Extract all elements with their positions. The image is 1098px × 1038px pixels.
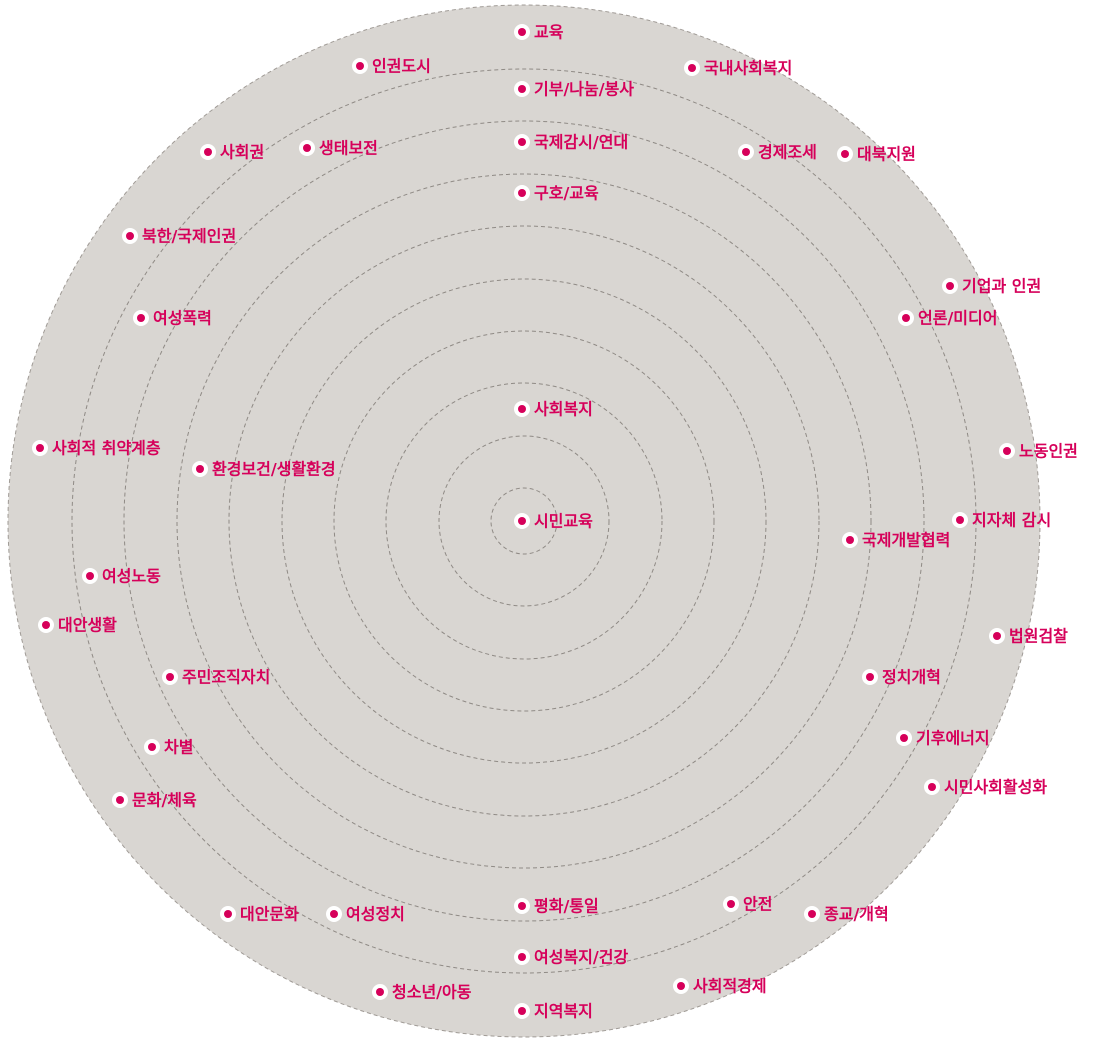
node-dot bbox=[376, 988, 384, 996]
node-label: 경제조세 bbox=[758, 143, 817, 162]
node-dot bbox=[137, 314, 145, 322]
node-dot bbox=[677, 982, 685, 990]
node-label: 안전 bbox=[743, 895, 772, 914]
node-dot bbox=[42, 621, 50, 629]
node-label: 여성정치 bbox=[346, 905, 405, 924]
ring bbox=[176, 173, 872, 869]
node-label: 기업과 인권 bbox=[962, 277, 1041, 296]
node-dot bbox=[148, 743, 156, 751]
node-label: 대북지원 bbox=[857, 145, 916, 164]
node-label: 국내사회복지 bbox=[704, 59, 792, 78]
node-dot bbox=[518, 85, 526, 93]
node-dot bbox=[518, 28, 526, 36]
node-dot bbox=[116, 796, 124, 804]
node-label: 평화/통일 bbox=[534, 897, 599, 916]
node-dot bbox=[518, 1007, 526, 1015]
node-label: 환경보건/생활환경 bbox=[212, 460, 336, 479]
node-label: 구호/교육 bbox=[534, 184, 599, 203]
node-dot bbox=[518, 189, 526, 197]
ring bbox=[228, 225, 820, 817]
node-dot bbox=[956, 516, 964, 524]
node-dot bbox=[866, 673, 874, 681]
node-label: 차별 bbox=[164, 738, 193, 757]
ring bbox=[438, 435, 610, 607]
node-dot bbox=[86, 572, 94, 580]
node-label: 문화/체육 bbox=[132, 791, 197, 810]
node-label: 대안생활 bbox=[58, 616, 117, 635]
node-dot bbox=[36, 444, 44, 452]
node-label: 국제개발협력 bbox=[862, 531, 950, 550]
node-label: 국제감시/연대 bbox=[534, 133, 628, 152]
node-dot bbox=[846, 536, 854, 544]
node-label: 교육 bbox=[534, 23, 564, 42]
node-label: 사회적경제 bbox=[693, 977, 767, 996]
node-dot bbox=[518, 138, 526, 146]
node-label: 정치개혁 bbox=[882, 668, 941, 687]
node-dot bbox=[900, 734, 908, 742]
node-dot bbox=[993, 632, 1001, 640]
node-dot bbox=[946, 282, 954, 290]
node-dot bbox=[808, 910, 816, 918]
node-dot bbox=[166, 673, 174, 681]
ring bbox=[385, 382, 663, 660]
node-dot bbox=[518, 405, 526, 413]
ring bbox=[71, 68, 977, 974]
node-label: 대안문화 bbox=[240, 905, 299, 924]
node-label: 사회적 취약계층 bbox=[52, 439, 161, 458]
node-label: 시민교육 bbox=[534, 512, 593, 531]
node-label: 지자체 감시 bbox=[972, 511, 1051, 530]
node-label: 법원검찰 bbox=[1009, 627, 1068, 646]
node-label: 여성복지/건강 bbox=[534, 948, 628, 967]
node-dot bbox=[204, 148, 212, 156]
node-label: 사회권 bbox=[220, 143, 264, 162]
node-dot bbox=[330, 910, 338, 918]
node-dot bbox=[1003, 447, 1011, 455]
node-dot bbox=[356, 62, 364, 70]
node-label: 종교/개혁 bbox=[824, 905, 889, 924]
node-dot bbox=[841, 150, 849, 158]
node-dot bbox=[727, 900, 735, 908]
ring bbox=[123, 120, 925, 922]
node-dot bbox=[928, 783, 936, 791]
node-label: 여성폭력 bbox=[153, 309, 212, 328]
node-label: 북한/국제인권 bbox=[142, 227, 236, 246]
node-dot bbox=[902, 314, 910, 322]
node-label: 여성노동 bbox=[102, 567, 161, 586]
node-dot bbox=[518, 902, 526, 910]
node-dot bbox=[688, 64, 696, 72]
node-label: 청소년/아동 bbox=[392, 983, 472, 1002]
ring bbox=[490, 487, 558, 555]
node-label: 노동인권 bbox=[1019, 442, 1078, 461]
node-label: 언론/미디어 bbox=[918, 309, 997, 328]
node-dot bbox=[518, 953, 526, 961]
node-dot bbox=[303, 144, 311, 152]
ring bbox=[333, 330, 715, 712]
node-label: 주민조직자치 bbox=[182, 668, 270, 687]
node-label: 사회복지 bbox=[534, 400, 593, 419]
node-label: 지역복지 bbox=[534, 1002, 593, 1021]
node-dot bbox=[196, 465, 204, 473]
node-label: 기후에너지 bbox=[916, 729, 990, 748]
ring bbox=[281, 278, 767, 764]
node-label: 시민사회활성화 bbox=[944, 778, 1047, 797]
node-dot bbox=[742, 148, 750, 156]
node-label: 기부/나눔/봉사 bbox=[534, 80, 634, 99]
node-dot bbox=[224, 910, 232, 918]
node-dot bbox=[518, 517, 526, 525]
node-label: 생태보전 bbox=[319, 139, 378, 158]
node-dot bbox=[126, 232, 134, 240]
node-label: 인권도시 bbox=[372, 57, 431, 76]
